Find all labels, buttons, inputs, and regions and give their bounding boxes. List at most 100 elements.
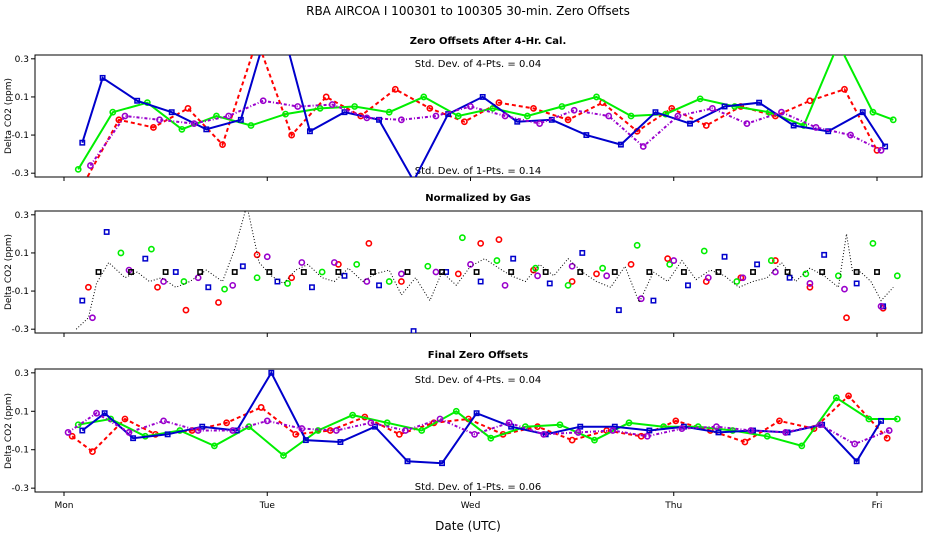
data-point-red xyxy=(150,124,157,131)
data-point-green xyxy=(836,41,841,46)
data-point-blue xyxy=(404,458,411,465)
data-point-green xyxy=(147,245,155,253)
data-point-green xyxy=(284,280,291,287)
data-point-blue xyxy=(790,122,797,129)
data-point-blue xyxy=(79,139,86,146)
data-point-purple xyxy=(674,112,682,120)
series-marks xyxy=(74,41,897,183)
data-point-blue xyxy=(410,328,417,333)
panel-final-zero-offsets: Final Zero Offsets Delta CO2 (ppm) Std. … xyxy=(4,350,923,511)
data-point-green xyxy=(733,278,741,285)
plot-frame xyxy=(34,54,923,178)
y-tick-label: 0.3 xyxy=(15,211,29,221)
data-point-blue xyxy=(268,369,275,376)
panel-normalized-by-gas: Normalized by Gas Delta CO2 (ppm) -0.3-0… xyxy=(4,193,923,337)
data-point-red xyxy=(426,104,434,112)
data-point-green xyxy=(318,268,326,276)
data-point-purple xyxy=(229,427,237,434)
y-tick-label: 0.1 xyxy=(15,407,29,417)
data-point-red xyxy=(397,278,405,285)
data-point-red xyxy=(664,255,672,263)
data-point-red xyxy=(883,434,891,442)
data-point-blue xyxy=(721,103,728,110)
data-point-blue xyxy=(479,93,486,100)
data-point-purple xyxy=(397,270,405,278)
data-point-blue xyxy=(411,179,415,183)
series-line-blue xyxy=(81,55,886,177)
data-point-purple xyxy=(570,106,578,114)
data-point-purple xyxy=(743,120,751,128)
data-point-purple xyxy=(332,427,340,434)
data-point-green xyxy=(221,285,228,293)
x-tick-label: Tue xyxy=(259,501,276,511)
data-point-purple xyxy=(156,116,163,124)
data-point-red xyxy=(702,122,710,129)
data-point-green xyxy=(74,421,82,429)
data-point-black xyxy=(439,269,445,275)
data-point-green xyxy=(349,411,357,419)
data-point-purple xyxy=(812,124,820,131)
data-point-red xyxy=(288,274,296,282)
data-point-purple xyxy=(704,274,712,282)
data-point-red xyxy=(115,116,123,124)
panel-title: Zero Offsets After 4-Hr. Cal. xyxy=(410,36,567,47)
data-point-purple xyxy=(467,103,474,110)
data-point-purple xyxy=(639,143,647,150)
data-point-blue xyxy=(878,417,885,424)
data-point-red xyxy=(741,438,749,446)
data-point-green xyxy=(253,274,261,282)
data-point-green xyxy=(454,112,462,120)
data-point-red xyxy=(637,432,645,440)
data-point-red xyxy=(84,283,92,291)
data-point-black xyxy=(611,269,618,275)
data-point-red xyxy=(154,283,161,291)
data-point-purple xyxy=(851,440,859,448)
data-point-red xyxy=(806,97,814,105)
data-point-purple xyxy=(501,281,509,289)
data-point-green xyxy=(889,116,897,124)
data-point-blue xyxy=(577,423,584,430)
data-point-green xyxy=(493,257,501,264)
data-point-green xyxy=(385,108,393,116)
data-point-black xyxy=(128,269,135,275)
y-tick-label: 0.1 xyxy=(15,249,29,259)
data-point-blue xyxy=(172,269,179,275)
data-point-purple xyxy=(782,429,789,436)
data-point-purple xyxy=(263,253,271,261)
data-point-red xyxy=(395,430,403,438)
series-marks xyxy=(64,369,901,467)
data-point-blue xyxy=(302,437,309,444)
data-point-green xyxy=(452,407,460,415)
data-point-black xyxy=(335,269,342,275)
data-point-green xyxy=(558,103,566,110)
data-point-blue xyxy=(130,435,137,442)
data-point-blue xyxy=(79,427,86,434)
data-point-red xyxy=(68,432,76,440)
data-point-black xyxy=(162,269,169,275)
data-point-blue xyxy=(579,249,586,256)
data-point-purple xyxy=(847,131,854,139)
data-point-red xyxy=(564,116,572,124)
data-point-blue xyxy=(337,439,344,445)
panel-zero-offsets-after-cal: Zero Offsets After 4-Hr. Cal. Delta CO2 … xyxy=(4,36,923,183)
data-point-red xyxy=(495,99,503,107)
x-axis-label: Date (UTC) xyxy=(435,519,501,533)
annotation-stddev-1pts: Std. Dev. of 1-Pts. = 0.06 xyxy=(415,482,541,493)
data-point-purple xyxy=(225,112,233,120)
data-point-black xyxy=(473,269,480,275)
data-point-blue xyxy=(859,109,866,116)
y-tick-label: 0.1 xyxy=(15,93,29,103)
data-point-blue xyxy=(650,297,657,304)
annotation-stddev-4pts: Std. Dev. of 4-Pts. = 0.04 xyxy=(415,59,541,70)
x-tick-label: Fri xyxy=(872,501,883,511)
data-point-purple xyxy=(885,427,893,434)
data-point-green xyxy=(418,427,426,434)
data-point-purple xyxy=(747,427,755,434)
data-point-purple xyxy=(194,274,202,282)
data-point-red xyxy=(776,417,783,425)
data-point-green xyxy=(832,394,840,402)
y-tick-label: -0.3 xyxy=(11,169,29,179)
data-point-blue xyxy=(510,255,517,262)
data-point-purple xyxy=(125,429,133,436)
data-point-purple xyxy=(841,285,848,293)
